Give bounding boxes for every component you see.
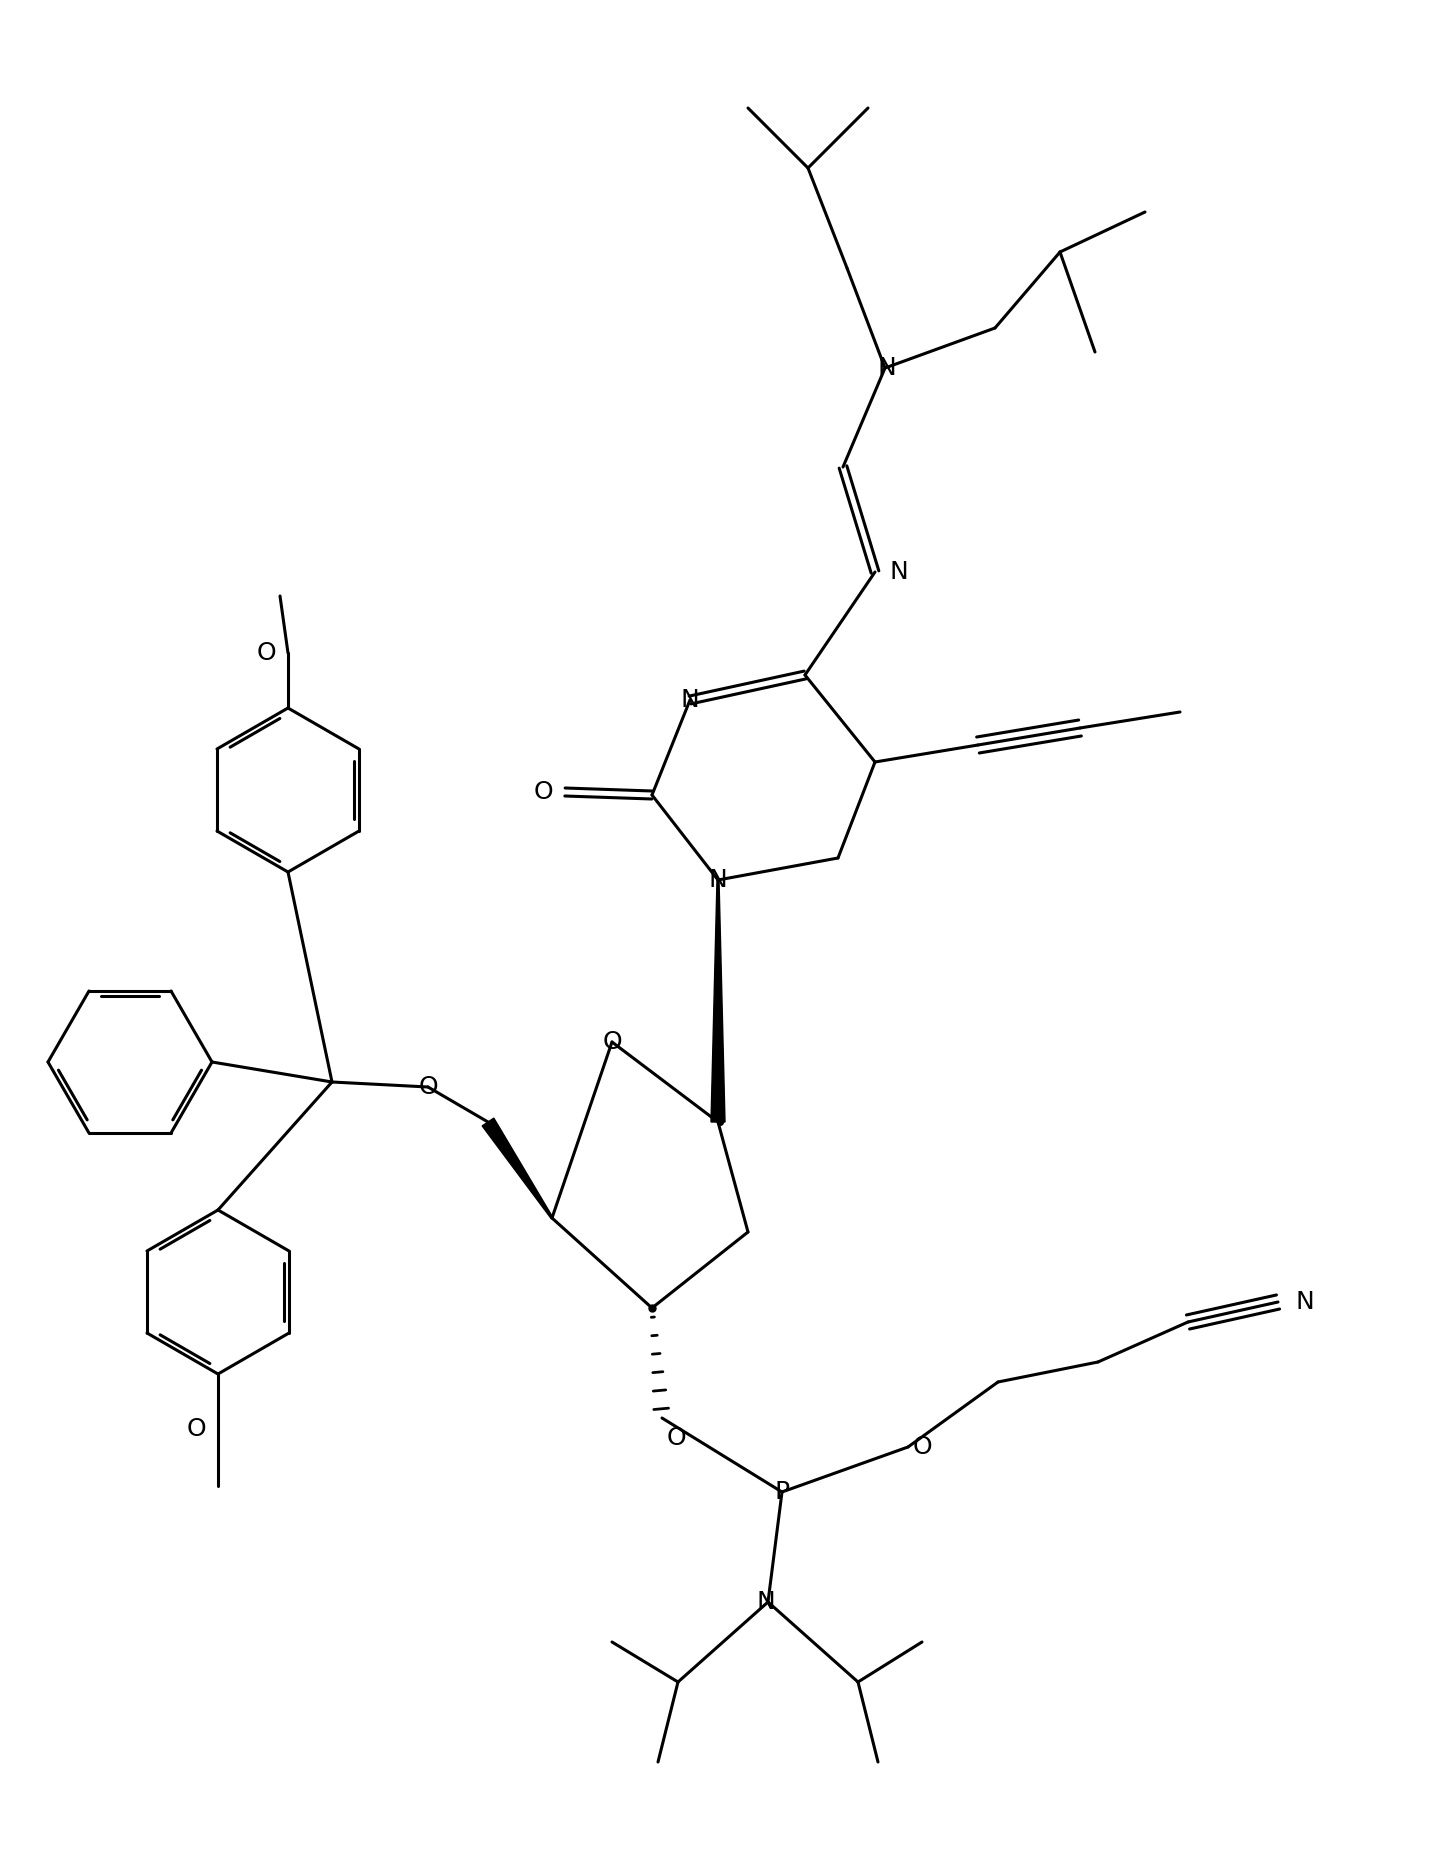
Polygon shape	[711, 880, 726, 1122]
Text: N: N	[708, 869, 727, 893]
Text: O: O	[419, 1074, 438, 1098]
Text: N: N	[878, 356, 896, 380]
Text: O: O	[667, 1426, 686, 1450]
Text: O: O	[602, 1030, 622, 1054]
Text: N: N	[890, 559, 909, 583]
Text: N: N	[756, 1591, 775, 1613]
Text: N: N	[1296, 1291, 1314, 1315]
Polygon shape	[483, 1119, 553, 1219]
Text: P: P	[775, 1480, 790, 1504]
Text: O: O	[186, 1417, 206, 1441]
Text: O: O	[534, 780, 553, 804]
Text: O: O	[913, 1435, 932, 1459]
Text: N: N	[680, 687, 699, 711]
Text: O: O	[256, 641, 276, 665]
